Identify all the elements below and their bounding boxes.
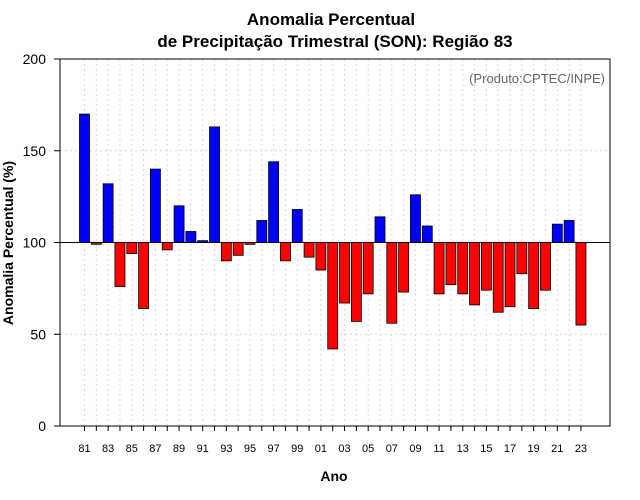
bar-2019	[528, 242, 540, 309]
bar-2005	[362, 242, 374, 295]
x-tick-label: 21	[551, 443, 563, 455]
bar-1999	[291, 209, 303, 243]
bar-1988	[161, 242, 173, 251]
y-axis-ticks: 0 50 100 150 200	[23, 51, 60, 434]
bar-2021	[551, 223, 563, 243]
x-tick-label: 85	[126, 443, 138, 455]
x-tick-label: 13	[457, 443, 469, 455]
chart-title: Anomalia Percentual	[247, 10, 415, 29]
x-tick-label: 89	[173, 443, 185, 455]
bars	[79, 113, 587, 350]
bar-1997	[268, 161, 280, 243]
bar-2020	[540, 242, 551, 291]
y-tick-label: 100	[23, 235, 47, 251]
bar-2006	[374, 216, 386, 243]
y-tick-label: 150	[23, 143, 47, 159]
bar-2015	[480, 242, 492, 291]
x-tick-label: 83	[102, 443, 114, 455]
chart-subtitle: de Precipitação Trimestral (SON): Região…	[157, 32, 512, 51]
bar-1981	[79, 113, 90, 243]
x-tick-label: 87	[149, 443, 161, 455]
bar-2023	[575, 242, 587, 326]
x-tick-label: 23	[575, 443, 587, 455]
bar-1992	[209, 126, 220, 243]
bar-1993	[220, 242, 232, 262]
x-tick-label: 07	[386, 443, 398, 455]
x-axis-title: Ano	[320, 468, 347, 484]
x-tick-label: 95	[244, 443, 256, 455]
bar-2017	[504, 242, 516, 308]
bar-2013	[457, 242, 469, 295]
bar-2018	[516, 242, 528, 275]
y-tick-label: 50	[30, 326, 46, 342]
bar-1994	[232, 242, 244, 256]
bar-1983	[102, 183, 114, 243]
y-axis-title: Anomalia Percentual (%)	[0, 161, 16, 325]
bar-2022	[563, 220, 575, 243]
x-tick-label: 99	[291, 443, 303, 455]
y-tick-label: 200	[23, 51, 47, 67]
x-tick-label: 01	[315, 443, 327, 455]
y-tick-label: 0	[38, 418, 46, 434]
x-tick-label: 09	[409, 443, 421, 455]
x-tick-label: 91	[197, 443, 209, 455]
x-tick-label: 05	[362, 443, 374, 455]
bar-2004	[350, 242, 362, 322]
bar-2016	[492, 242, 504, 313]
bar-1990	[185, 231, 197, 243]
bar-2001	[315, 242, 327, 271]
bar-2007	[386, 242, 398, 324]
bar-1984	[114, 242, 126, 287]
source-annotation: (Produto:CPTEC/INPE)	[469, 71, 605, 86]
x-tick-label: 97	[267, 443, 279, 455]
bar-2000	[303, 242, 315, 258]
bar-2008	[398, 242, 410, 293]
x-tick-label: 11	[433, 443, 444, 455]
x-tick-label: 17	[504, 443, 516, 455]
bar-2002	[327, 242, 339, 350]
x-axis-ticks: 81 83 85 87 89 91 93 95 97 99 01 03 05 07 09 11 13 15 17 19…	[78, 426, 587, 455]
bar-2010	[421, 225, 433, 243]
bar-1985	[126, 242, 138, 254]
x-tick-label: 93	[220, 443, 232, 455]
x-tick-label: 19	[528, 443, 540, 455]
x-tick-label: 03	[338, 443, 350, 455]
bar-2003	[339, 242, 350, 304]
bar-1987	[150, 168, 161, 243]
bar-1998	[280, 242, 291, 262]
bar-2011	[433, 242, 445, 295]
bar-1996	[256, 220, 268, 243]
bar-2009	[410, 194, 421, 243]
bar-2014	[469, 242, 480, 306]
x-tick-label: 81	[78, 443, 90, 455]
bar-1989	[173, 205, 185, 243]
bar-1986	[138, 242, 150, 309]
grid	[60, 59, 610, 426]
bar-2012	[445, 242, 457, 286]
x-tick-label: 15	[480, 443, 492, 455]
